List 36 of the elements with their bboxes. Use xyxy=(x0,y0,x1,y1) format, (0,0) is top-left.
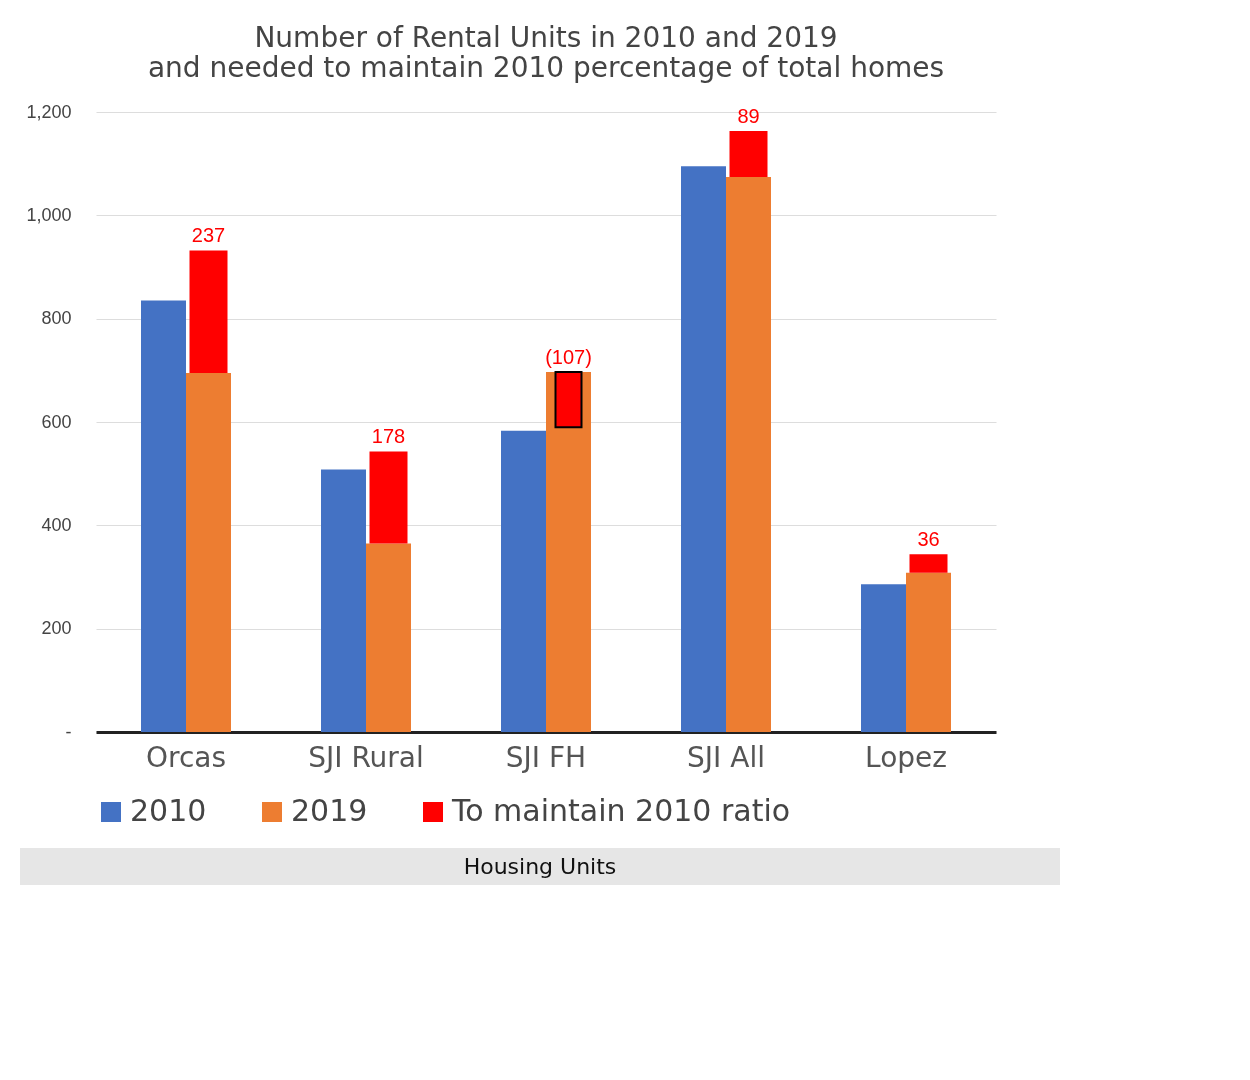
y-tick-label: 1,000 xyxy=(26,204,72,225)
bar xyxy=(906,572,951,732)
bar xyxy=(369,451,408,544)
data-label: 178 xyxy=(371,425,406,448)
legend-label: To maintain 2010 ratio xyxy=(451,793,791,828)
y-tick-label: 400 xyxy=(41,514,72,535)
y-tick-label: - xyxy=(65,721,72,742)
bar xyxy=(729,131,768,178)
data-label: 36 xyxy=(917,528,940,551)
y-tick-label: 1,200 xyxy=(26,101,72,122)
bar xyxy=(681,166,726,732)
x-tick-label: SJI All xyxy=(687,740,765,774)
bar xyxy=(141,300,186,732)
y-tick-label: 600 xyxy=(41,411,72,432)
x-tick-label: Orcas xyxy=(145,740,227,774)
data-label: 237 xyxy=(191,224,226,247)
bar xyxy=(861,584,906,732)
bar xyxy=(909,554,948,573)
x-tick-label: Lopez xyxy=(865,740,947,774)
data-label: (107) xyxy=(545,345,592,368)
x-axis-title: Housing Units xyxy=(20,848,1060,885)
y-tick-label: 200 xyxy=(41,618,72,639)
data-label: 89 xyxy=(737,105,760,128)
bar xyxy=(189,250,228,373)
bar xyxy=(321,469,366,732)
bar xyxy=(726,177,771,732)
bar xyxy=(366,543,411,732)
y-tick-label: 800 xyxy=(41,308,72,329)
x-tick-label: SJI FH xyxy=(505,740,587,774)
bar xyxy=(501,430,546,732)
legend-label: 2019 xyxy=(291,793,368,828)
chart-title: Number of Rental Units in 2010 and 2019 and needed to maintain 2010 percentage of total homes xyxy=(147,21,945,84)
x-tick-label: SJI Rural xyxy=(308,740,424,774)
legend-label: 2010 xyxy=(130,793,207,828)
bar xyxy=(546,371,591,732)
bar xyxy=(186,372,231,732)
